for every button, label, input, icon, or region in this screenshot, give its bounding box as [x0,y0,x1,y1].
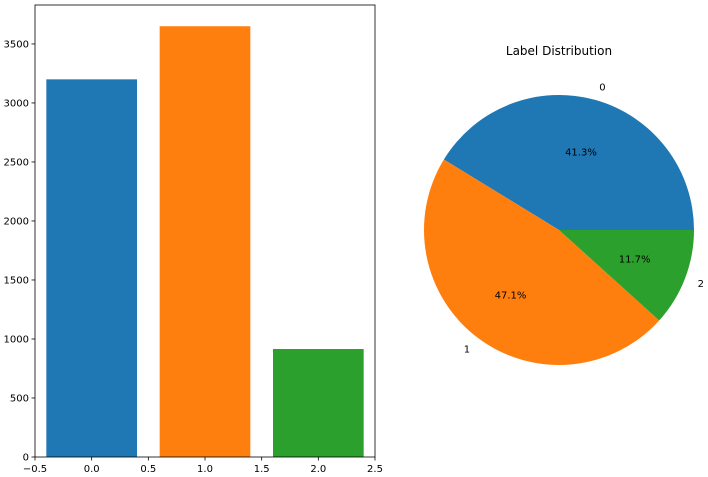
y-tick-label: 1500 [4,275,29,286]
x-tick-label: 1.5 [254,464,270,475]
bar-chart: −0.5 0.0 0.5 1.0 1.5 2.0 2.5 0 500 1000 1500 2000 25… [4,4,383,475]
pie-percent-label: 47.1% [495,290,527,301]
bar-0 [46,79,138,458]
y-tick-label: 1000 [4,334,29,345]
pie-chart: Label Distribution 0 41.3% 1 47.1% 2 11.7% [424,44,704,365]
y-tick-label: 3500 [4,39,29,50]
y-tick-label: 3000 [4,98,29,109]
pie-category-label: 2 [698,279,704,290]
y-tick-label: 0 [23,453,29,464]
bar-axes: −0.5 0.0 0.5 1.0 1.5 2.0 2.5 0 500 1000 1500 2000 25… [4,4,383,475]
pie-percent-label: 41.3% [565,148,597,159]
x-tick-label: 0.0 [84,464,100,475]
x-tick-label: 1.0 [197,464,213,475]
bar-series [46,26,364,458]
pie-slices [424,94,694,365]
x-tick-label: 2.5 [367,464,383,475]
bar-2 [273,349,364,457]
pie-slice-2 [559,230,694,321]
y-tick-label: 2000 [4,216,29,227]
y-tick-label: 500 [10,393,29,404]
pie-percent-label: 11.7% [619,255,651,266]
pie-slice-0 [443,94,694,230]
pie-category-label: 1 [464,344,470,355]
pie-labels: 0 41.3% 1 47.1% 2 11.7% [464,83,704,356]
x-tick-label: 2.0 [310,464,326,475]
y-tick-label: 2500 [4,157,29,168]
pie-slice-1 [424,159,660,365]
x-tick-label: −0.5 [23,464,47,475]
pie-title: Label Distribution [506,44,612,58]
bar-1 [159,26,251,457]
pie-category-label: 0 [599,83,605,94]
x-tick-label: 0.5 [140,464,156,475]
